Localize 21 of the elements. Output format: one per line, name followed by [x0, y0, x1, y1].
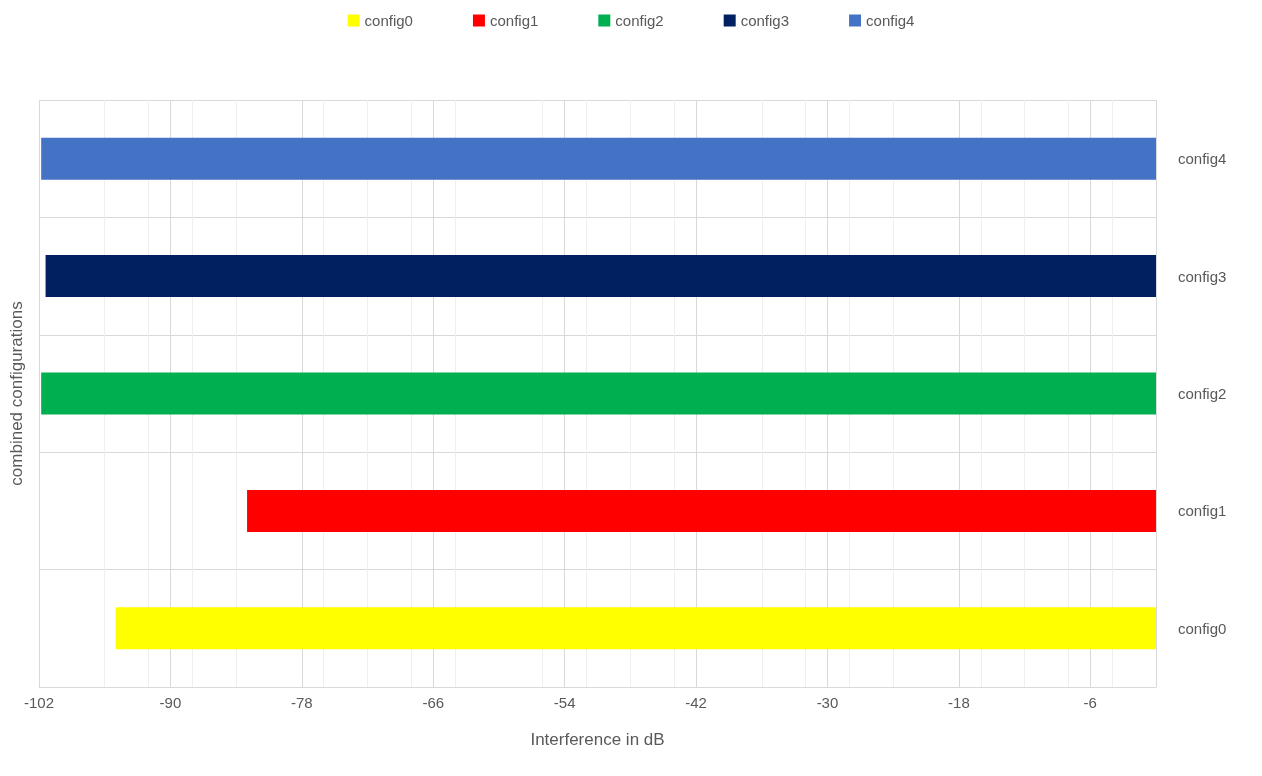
x-axis-title: Interference in dB — [530, 730, 665, 749]
legend-label: config3 — [740, 12, 790, 29]
x-tick-label: -78 — [290, 694, 313, 711]
x-tick-label: -30 — [816, 694, 839, 711]
y-tick-label: config3 — [1178, 267, 1227, 285]
x-tick-label: -54 — [553, 694, 576, 711]
y-axis-title: combined configurations — [7, 301, 26, 486]
y-tick-label: config4 — [1178, 150, 1227, 168]
legend-label: config0 — [364, 12, 413, 29]
y-tick-label: config0 — [1178, 619, 1227, 637]
x-tick-label: -42 — [685, 694, 707, 711]
legend-label: config4 — [866, 12, 915, 29]
x-tick-label: -6 — [1083, 694, 1097, 711]
x-tick-label: -102 — [23, 694, 55, 711]
y-tick-label: config1 — [1178, 502, 1227, 520]
legend-label: config2 — [615, 12, 664, 29]
y-tick-label: config2 — [1178, 385, 1227, 402]
x-tick-label: -18 — [948, 694, 970, 711]
x-tick-label: -90 — [159, 694, 182, 711]
x-tick-label: -66 — [422, 694, 445, 711]
legend-label: config1 — [489, 12, 539, 29]
